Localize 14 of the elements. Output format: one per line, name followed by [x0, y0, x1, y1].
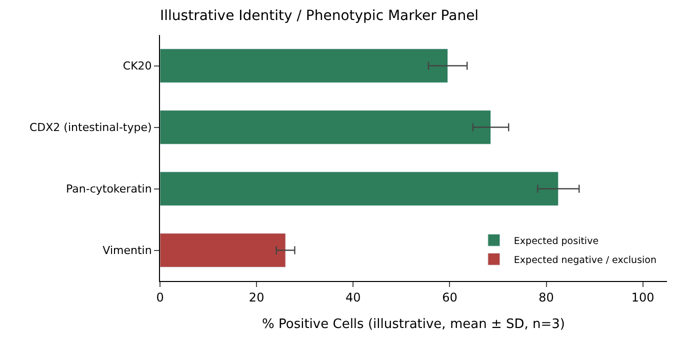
x-tick-label: 80	[538, 290, 554, 304]
x-tick-label: 40	[346, 290, 361, 304]
x-tick-label: 20	[248, 290, 264, 304]
legend-label: Expected positive	[514, 236, 599, 247]
x-tick-label: 0	[156, 290, 164, 304]
legend-label: Expected negative / exclusion	[514, 254, 657, 266]
x-tick-label: 100	[631, 290, 654, 304]
chart-title: Illustrative Identity / Phenotypic Marker Panel	[160, 8, 479, 24]
x-tick-label: 60	[442, 290, 458, 304]
y-tick-label: CDX2 (intestinal-type)	[30, 121, 152, 134]
x-axis-title: % Positive Cells (illustrative, mean ± SD, n=3)	[262, 317, 565, 332]
y-tick-label: Pan-cytokeratin	[66, 182, 152, 196]
y-tick-label: CK20	[122, 60, 152, 73]
y-tick-label: Vimentin	[102, 244, 152, 258]
